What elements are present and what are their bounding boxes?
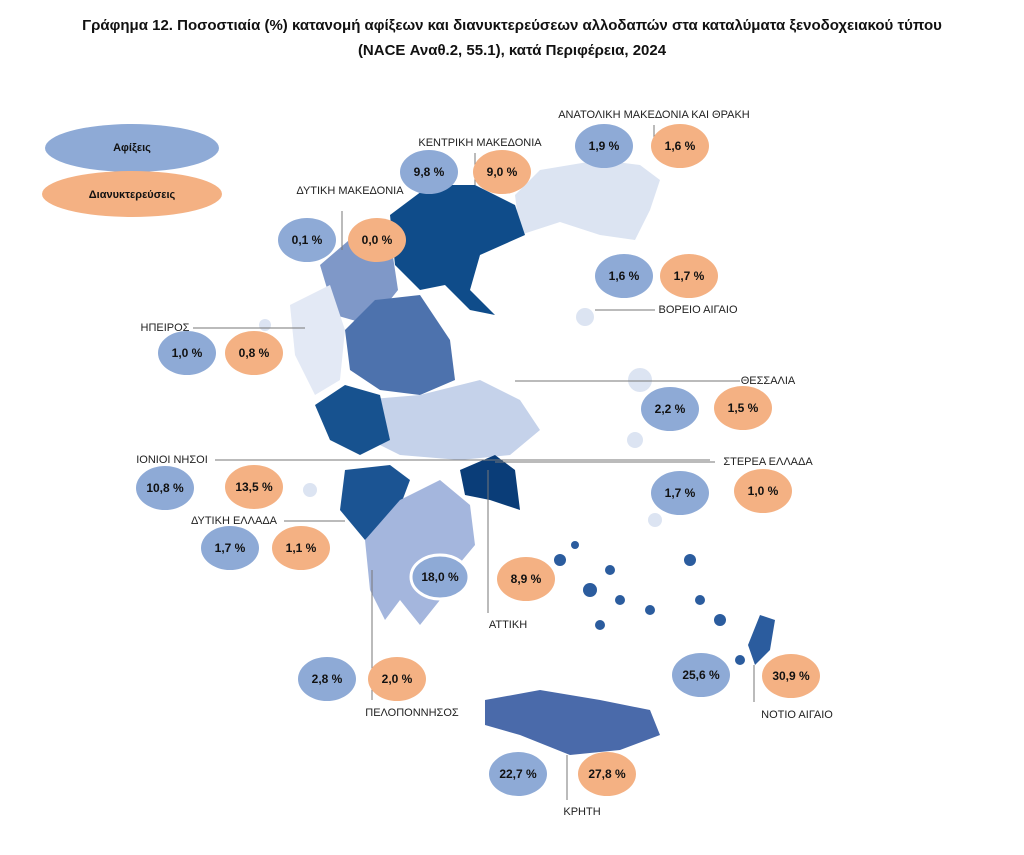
legend: Αφίξεις Διανυκτερεύσεις [42,124,222,217]
overnights-value: 30,9 % [772,669,810,683]
map [259,160,775,755]
overnights-value: 1,0 % [748,484,779,498]
arrivals-oval [409,553,471,601]
arrivals-value: 2,8 % [312,672,343,686]
overnights-value: 1,1 % [286,541,317,555]
region-shape [290,285,345,395]
arrivals-oval [298,657,356,701]
legend-swatch [42,171,222,217]
arrivals-value: 1,7 % [215,541,246,555]
overnights-value: 2,0 % [382,672,413,686]
overnights-oval [660,254,718,298]
legend-swatch [45,124,219,172]
arrivals-oval [278,218,336,262]
overnights-oval [714,386,772,430]
region-name: ΒΟΡΕΙΟ ΑΙΓΑΙΟ [658,304,737,316]
title: Γράφημα 12. Ποσοστιαία (%) κατανομή αφίξ… [82,17,942,34]
arrivals-oval [400,150,458,194]
islands [535,541,745,665]
arrivals-value: 10,8 % [146,481,184,495]
arrivals-value: 1,6 % [609,269,640,283]
region-shape [315,385,390,455]
region-shape [360,380,540,460]
arrivals-value: 1,7 % [665,486,696,500]
region-name: ΔΥΤΙΚΗ ΜΑΚΕΔΟΝΙΑ [296,185,404,197]
arrivals-oval [651,471,709,515]
region-name: ΚΡΗΤΗ [563,806,600,818]
region-shape [748,615,775,665]
region-name: ΑΤΤΙΚΗ [489,619,527,631]
arrivals-oval [641,387,699,431]
title: (NACE Αναθ.2, 55.1), κατά Περιφέρεια, 20… [358,42,667,59]
arrivals-oval [201,526,259,570]
overnights-oval [348,218,406,262]
arrivals-oval [489,752,547,796]
overnights-value: 1,5 % [728,401,759,415]
overnights-value: 9,0 % [487,165,518,179]
region-shape [345,295,455,395]
arrivals-value: 25,6 % [682,668,720,682]
arrivals-value: 9,8 % [414,165,445,179]
legend-label: Διανυκτερεύσεις [89,189,176,201]
region-name: ΝΟΤΙΟ ΑΙΓΑΙΟ [761,709,833,721]
arrivals-value: 18,0 % [421,570,459,584]
overnights-value: 1,6 % [665,139,696,153]
region-name: ΔΥΤΙΚΗ ΕΛΛΑΔΑ [191,515,278,527]
overnights-oval [578,752,636,796]
overnights-oval [272,526,330,570]
overnights-value: 0,8 % [239,346,270,360]
arrivals-value: 2,2 % [655,402,686,416]
region-shape [390,185,525,315]
overnights-oval [651,124,709,168]
overnights-value: 1,7 % [674,269,705,283]
region-shape [460,455,520,510]
region-shape [485,690,660,755]
overnights-oval [762,654,820,698]
region-shape [515,160,660,240]
overnights-oval [497,557,555,601]
arrivals-value: 1,9 % [589,139,620,153]
overnights-oval [368,657,426,701]
region-name: ΚΕΝΤΡΙΚΗ ΜΑΚΕΔΟΝΙΑ [418,137,542,149]
islands [259,308,662,527]
overnights-oval [225,331,283,375]
overnights-value: 8,9 % [511,572,542,586]
overnights-oval [734,469,792,513]
overnights-oval [473,150,531,194]
arrivals-value: 0,1 % [292,233,323,247]
arrivals-oval [575,124,633,168]
overnights-oval [225,465,283,509]
overnights-value: 13,5 % [235,480,273,494]
overnights-value: 27,8 % [588,767,626,781]
arrivals-value: 1,0 % [172,346,203,360]
region-name: ΗΠΕΙΡΟΣ [141,322,190,334]
region-name: ΑΝΑΤΟΛΙΚΗ ΜΑΚΕΔΟΝΙΑ ΚΑΙ ΘΡΑΚΗ [558,109,750,121]
overnights-value: 0,0 % [362,233,393,247]
region-shape [365,480,475,625]
legend-label: Αφίξεις [113,142,151,154]
region-name: ΙΟΝΙΟΙ ΝΗΣΟΙ [136,454,208,466]
arrivals-oval [672,653,730,697]
region-name: ΠΕΛΟΠΟΝΝΗΣΟΣ [365,707,459,719]
arrivals-value: 22,7 % [499,767,537,781]
arrivals-oval [158,331,216,375]
region-name: ΣΤΕΡΕΑ ΕΛΛΑΔΑ [723,456,813,468]
arrivals-oval [595,254,653,298]
arrivals-oval [136,466,194,510]
region-name: ΘΕΣΣΑΛΙΑ [741,375,796,387]
